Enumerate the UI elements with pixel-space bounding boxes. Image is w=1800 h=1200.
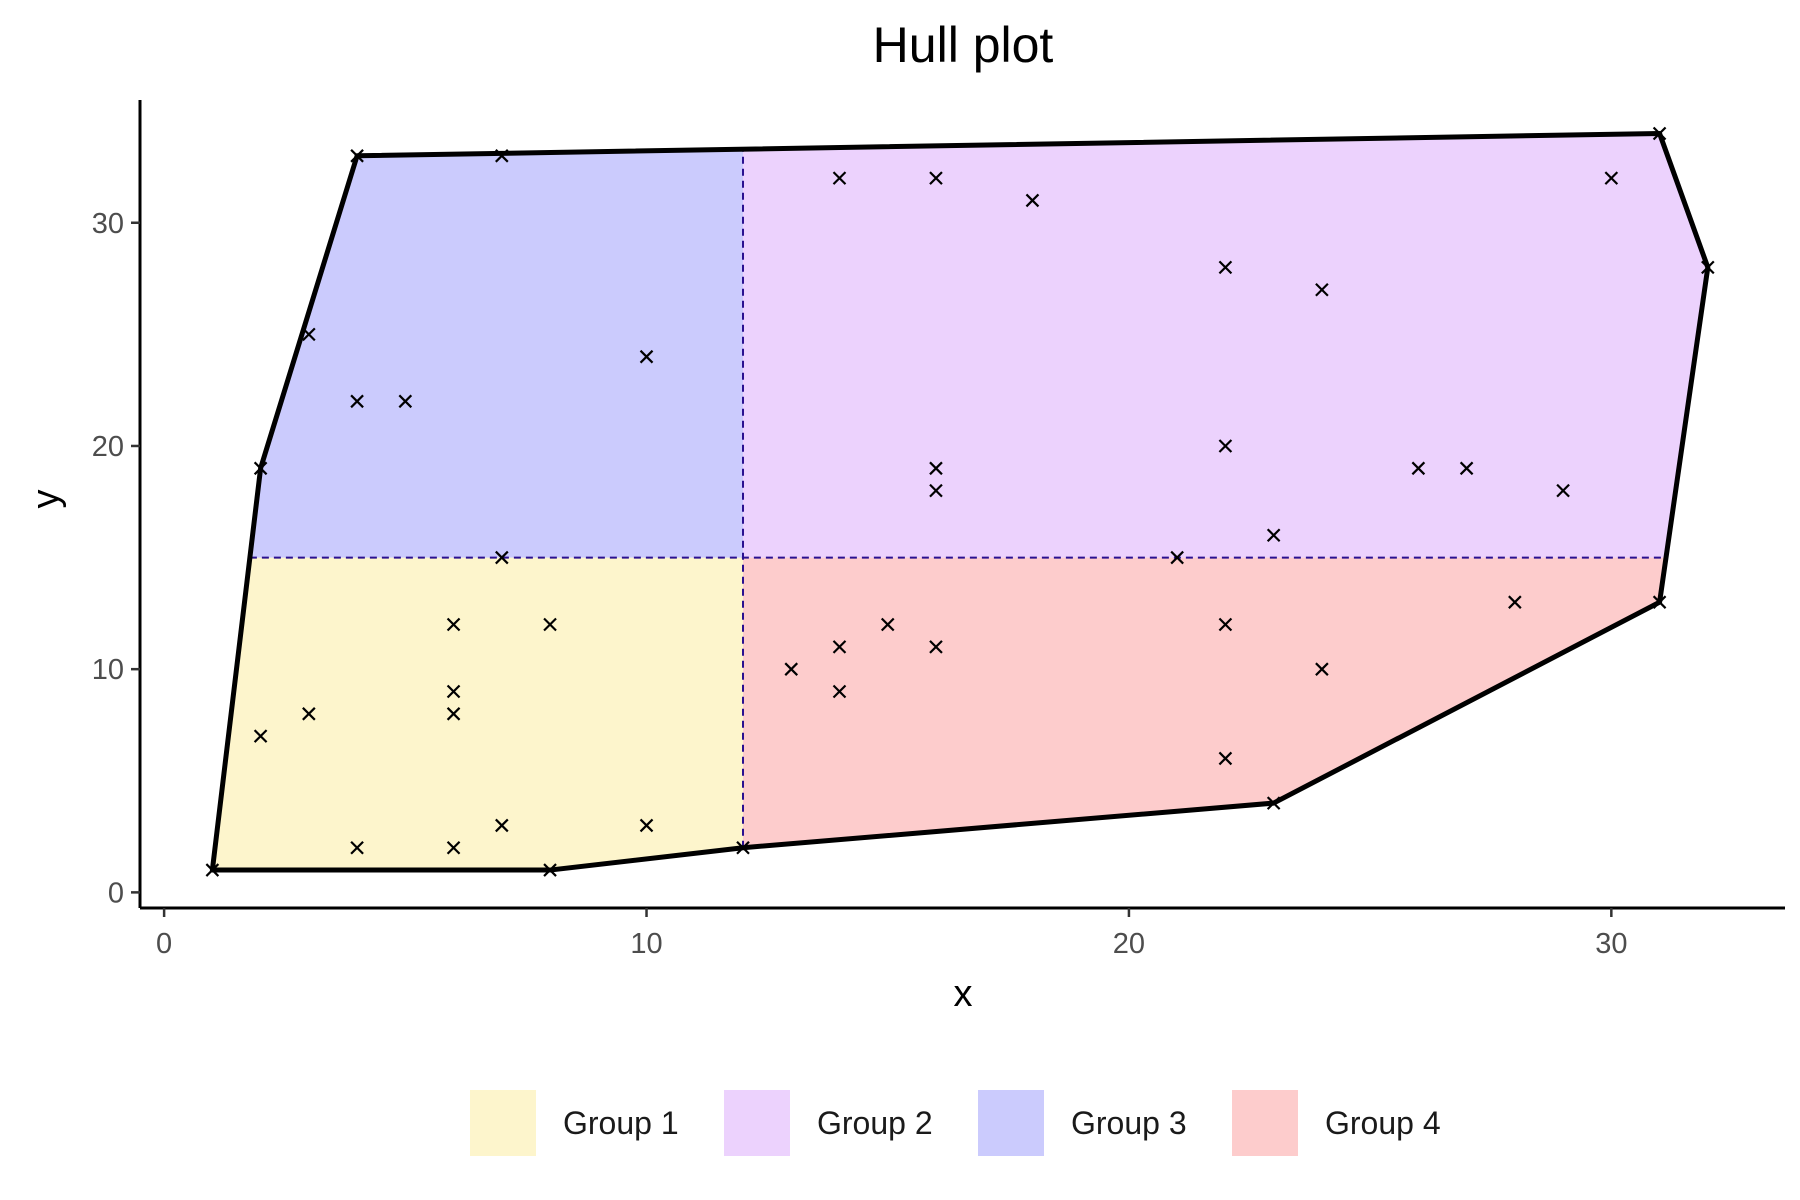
data-point xyxy=(736,840,750,855)
x-axis-title: x xyxy=(954,973,973,1015)
data-point xyxy=(639,349,654,364)
data-point xyxy=(495,550,509,565)
data-point xyxy=(446,840,461,855)
y-tick-label: 0 xyxy=(108,877,124,909)
data-point xyxy=(1170,550,1184,565)
data-point xyxy=(832,640,847,654)
data-point xyxy=(1459,461,1474,476)
data-point xyxy=(446,684,461,699)
group-dividers xyxy=(249,149,1667,848)
legend-swatch xyxy=(978,1090,1044,1156)
legend: Group 1 Group 2 Group 3 Group 4 xyxy=(470,1090,1441,1156)
data-point xyxy=(1411,461,1426,476)
hull-polygon xyxy=(209,130,1711,873)
group-regions xyxy=(212,133,1708,871)
legend-item-group-4: Group 4 xyxy=(1232,1090,1441,1156)
legend-label: Group 3 xyxy=(1071,1105,1187,1141)
data-point xyxy=(1508,595,1522,609)
legend-swatch xyxy=(470,1090,536,1156)
legend-item-group-1: Group 1 xyxy=(470,1090,679,1156)
y-axis-ticks: 0 10 20 30 xyxy=(92,208,140,909)
data-point xyxy=(784,662,799,676)
data-point xyxy=(302,707,316,721)
x-tick-label: 20 xyxy=(1113,928,1145,960)
data-point xyxy=(929,483,943,498)
data-point xyxy=(1025,193,1040,208)
x-axis-ticks: 0 10 20 30 xyxy=(156,908,1627,960)
data-point xyxy=(1218,260,1233,275)
data-point xyxy=(1266,528,1281,543)
legend-swatch xyxy=(1232,1090,1298,1156)
data-point xyxy=(1315,282,1329,297)
data-point xyxy=(543,863,557,877)
y-axis-title: y xyxy=(25,490,67,509)
region-group-2 xyxy=(743,133,1708,558)
data-point xyxy=(1218,751,1233,766)
data-point xyxy=(929,461,943,476)
y-tick-label: 20 xyxy=(92,431,124,463)
data-point xyxy=(398,394,413,409)
data-points xyxy=(205,126,1715,877)
data-point xyxy=(832,684,847,699)
data-point xyxy=(1218,617,1233,632)
region-group-3 xyxy=(249,149,744,558)
data-point xyxy=(1315,662,1329,676)
data-point xyxy=(253,729,268,743)
legend-item-group-3: Group 3 xyxy=(978,1090,1187,1156)
data-point xyxy=(495,818,509,833)
data-point xyxy=(832,171,847,185)
data-point xyxy=(350,840,364,855)
data-point xyxy=(1604,171,1619,185)
legend-swatch xyxy=(724,1090,790,1156)
y-tick-label: 30 xyxy=(92,208,124,240)
data-point xyxy=(929,640,943,654)
data-point xyxy=(543,617,557,632)
x-tick-label: 10 xyxy=(630,928,662,960)
data-point xyxy=(350,149,364,163)
data-point xyxy=(446,617,461,632)
data-point xyxy=(446,707,461,721)
y-tick-label: 10 xyxy=(92,654,124,686)
legend-label: Group 4 xyxy=(1325,1105,1441,1141)
data-point xyxy=(1556,483,1570,498)
data-point xyxy=(302,327,316,342)
axes: 0 10 20 30 0 10 20 30 xyxy=(92,100,1785,960)
x-tick-label: 0 xyxy=(156,928,172,960)
data-point xyxy=(1218,439,1233,453)
x-tick-label: 30 xyxy=(1595,928,1627,960)
data-point xyxy=(1652,595,1667,609)
legend-label: Group 2 xyxy=(817,1105,933,1141)
data-point xyxy=(1701,260,1715,275)
data-point xyxy=(495,149,509,163)
region-group-1 xyxy=(212,557,744,871)
data-point xyxy=(639,818,654,833)
data-point xyxy=(350,394,364,409)
data-point xyxy=(929,171,943,185)
data-point xyxy=(880,617,895,632)
data-point xyxy=(1266,796,1281,810)
legend-item-group-2: Group 2 xyxy=(724,1090,933,1156)
hull-outline xyxy=(209,130,1711,873)
data-point xyxy=(1652,126,1667,141)
chart-title: Hull plot xyxy=(873,17,1054,73)
legend-label: Group 1 xyxy=(563,1105,679,1141)
data-point xyxy=(253,461,268,476)
data-point xyxy=(205,863,220,877)
region-group-4 xyxy=(743,557,1667,848)
